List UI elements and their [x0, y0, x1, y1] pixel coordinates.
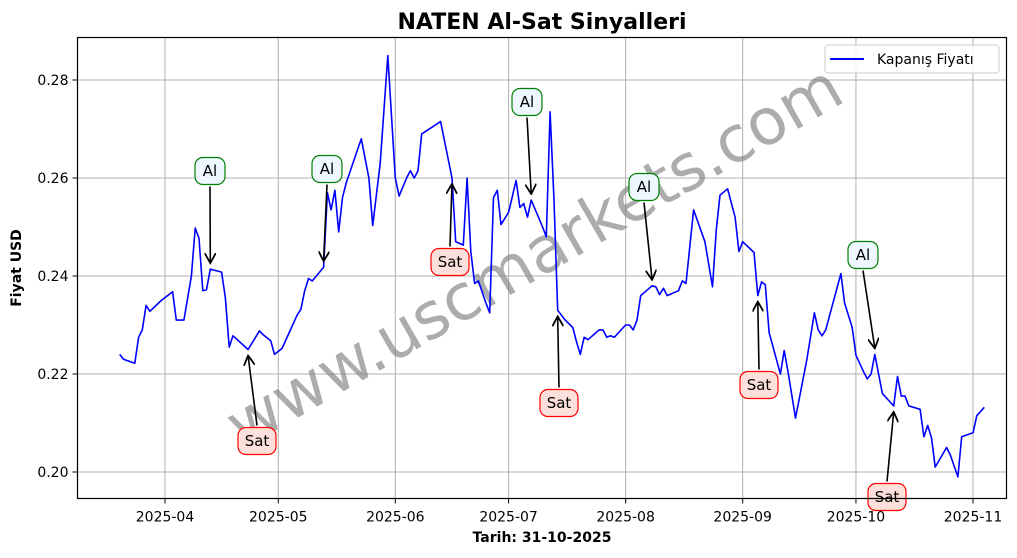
x-tick-label: 2025-08 [596, 510, 655, 526]
buy-label: Al [637, 178, 651, 196]
y-tick-label: 0.22 [37, 367, 68, 383]
buy-label: Al [320, 160, 334, 178]
y-tick-label: 0.26 [37, 171, 68, 187]
legend-label: Kapanış Fiyatı [877, 52, 974, 68]
chart-title: NATEN Al-Sat Sinyalleri [397, 10, 686, 35]
x-tick-label: 2025-04 [136, 510, 195, 526]
y-tick-label: 0.24 [37, 269, 68, 285]
legend: Kapanış Fiyatı [825, 45, 999, 73]
x-tick-label: 2025-09 [713, 510, 772, 526]
x-axis-label: Tarih: 31-10-2025 [473, 530, 612, 546]
sell-label: Sat [875, 488, 900, 506]
x-tick-label: 2025-06 [366, 510, 425, 526]
buy-label: Al [203, 162, 217, 180]
sell-label: Sat [245, 432, 270, 450]
x-tick-label: 2025-05 [249, 510, 308, 526]
x-tick-label: 2025-11 [944, 510, 1003, 526]
y-axis-label: Fiyat USD [9, 229, 25, 307]
y-tick-label: 0.20 [37, 465, 68, 481]
y-tick-label: 0.28 [37, 73, 68, 89]
x-tick-label: 2025-10 [827, 510, 886, 526]
buy-label: Al [856, 246, 870, 264]
sell-label: Sat [747, 376, 772, 394]
x-tick-label: 2025-07 [479, 510, 538, 526]
sell-label: Sat [547, 394, 572, 412]
buy-label: Al [520, 93, 534, 111]
sell-label: Sat [438, 253, 463, 271]
